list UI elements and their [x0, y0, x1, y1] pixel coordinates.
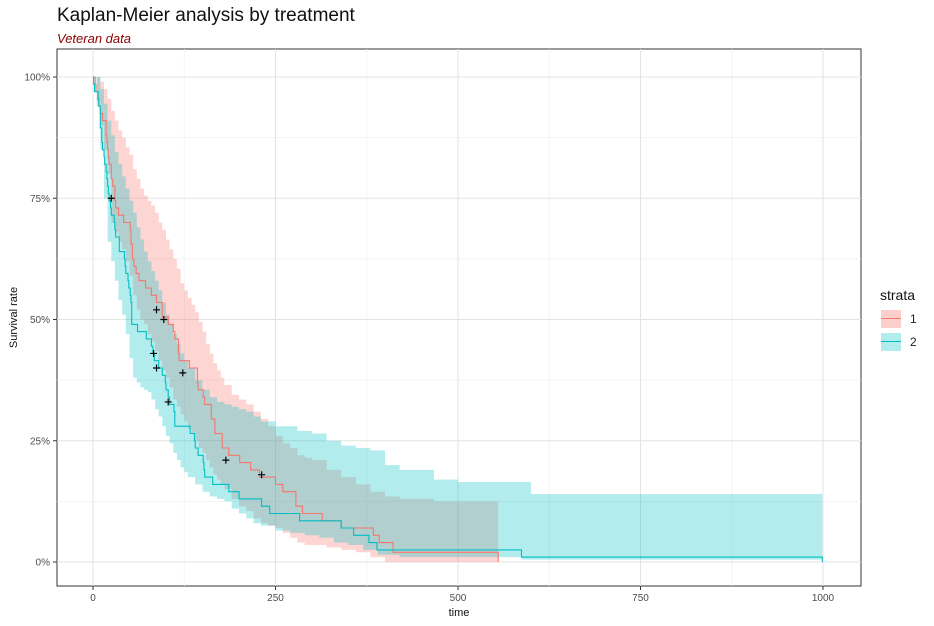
censor-mark-2 — [150, 349, 158, 357]
censor-mark-2 — [107, 194, 115, 202]
censor-mark-1 — [258, 471, 266, 479]
legend-title: strata — [880, 287, 916, 303]
x-tick-label: 0 — [90, 593, 96, 604]
legend-label-1: 1 — [910, 311, 917, 326]
ci-band-1 — [93, 77, 499, 562]
y-tick-label: 50% — [30, 315, 50, 326]
x-tick-label: 750 — [632, 593, 649, 604]
legend-label-2: 2 — [910, 334, 917, 349]
censor-mark-2 — [153, 364, 161, 372]
chart-subtitle: Veteran data — [57, 31, 131, 46]
x-tick-label: 1000 — [812, 593, 835, 604]
y-tick-label: 0% — [36, 558, 51, 569]
censor-mark-1 — [179, 369, 187, 377]
legend-item-2: 2 — [880, 330, 917, 353]
ci-band-2 — [93, 77, 823, 562]
survival-line-2 — [93, 76, 823, 562]
y-tick-label: 100% — [24, 73, 50, 84]
y-axis-label: Survival rate — [8, 287, 20, 348]
legend-item-1: 1 — [880, 307, 917, 330]
x-tick-label: 250 — [267, 593, 284, 604]
plot-panel — [56, 48, 862, 587]
censor-mark-1 — [153, 306, 161, 314]
x-tick-label: 500 — [450, 593, 467, 604]
censor-mark-1 — [222, 456, 230, 464]
y-tick-label: 25% — [30, 436, 50, 447]
legend: strata 1 2 — [880, 287, 917, 353]
censor-mark-2 — [164, 398, 172, 406]
legend-key-2 — [880, 332, 902, 352]
legend-key-1 — [880, 309, 902, 329]
chart-title: Kaplan-Meier analysis by treatment — [57, 5, 355, 26]
y-tick-label: 75% — [30, 194, 50, 205]
x-axis-label: time — [449, 607, 470, 619]
survival-line-1 — [93, 76, 499, 562]
censor-mark-1 — [160, 316, 168, 323]
